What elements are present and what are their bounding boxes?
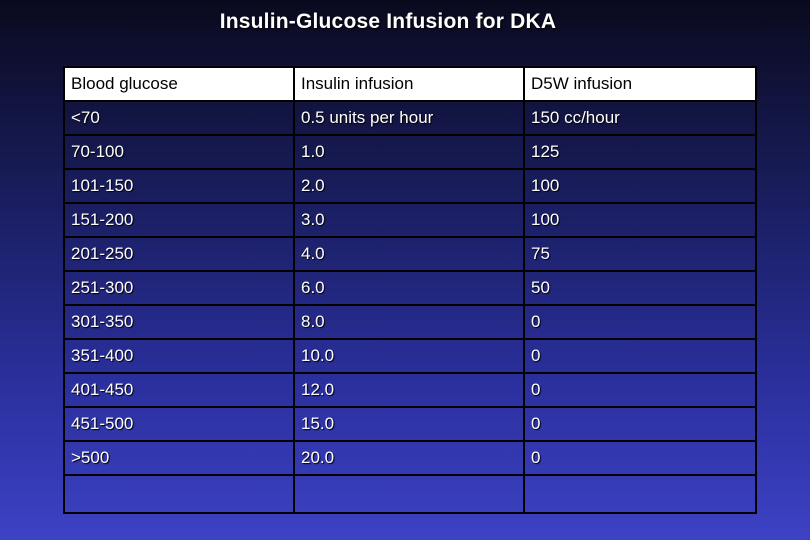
header-d5w-infusion: D5W infusion — [523, 66, 757, 102]
header-insulin-infusion: Insulin infusion — [293, 66, 525, 102]
cell-d5w-infusion: 75 — [523, 236, 757, 272]
cell-d5w-infusion: 0 — [523, 372, 757, 408]
table-row-empty — [63, 474, 757, 514]
cell-d5w-infusion: 50 — [523, 270, 757, 306]
table-row: 251-300 6.0 50 — [63, 270, 757, 306]
cell-d5w-infusion: 0 — [523, 304, 757, 340]
cell-blood-glucose — [63, 474, 295, 514]
cell-blood-glucose: 301-350 — [63, 304, 295, 340]
dka-infusion-table: Blood glucose Insulin infusion D5W infus… — [63, 66, 757, 514]
cell-d5w-infusion: 0 — [523, 338, 757, 374]
cell-blood-glucose: 70-100 — [63, 134, 295, 170]
cell-d5w-infusion: 100 — [523, 168, 757, 204]
cell-insulin-infusion: 0.5 units per hour — [293, 100, 525, 136]
table-row: 351-400 10.0 0 — [63, 338, 757, 374]
cell-insulin-infusion: 4.0 — [293, 236, 525, 272]
cell-d5w-infusion: 125 — [523, 134, 757, 170]
cell-d5w-infusion: 0 — [523, 440, 757, 476]
table-row: 70-100 1.0 125 — [63, 134, 757, 170]
cell-insulin-infusion: 20.0 — [293, 440, 525, 476]
cell-d5w-infusion — [523, 474, 757, 514]
cell-blood-glucose: 101-150 — [63, 168, 295, 204]
cell-d5w-infusion: 0 — [523, 406, 757, 442]
cell-blood-glucose: 201-250 — [63, 236, 295, 272]
cell-blood-glucose: 351-400 — [63, 338, 295, 374]
cell-insulin-infusion: 3.0 — [293, 202, 525, 238]
cell-insulin-infusion — [293, 474, 525, 514]
cell-blood-glucose: >500 — [63, 440, 295, 476]
cell-blood-glucose: 401-450 — [63, 372, 295, 408]
table-row: >500 20.0 0 — [63, 440, 757, 476]
cell-blood-glucose: 251-300 — [63, 270, 295, 306]
table-row: 451-500 15.0 0 — [63, 406, 757, 442]
cell-insulin-infusion: 10.0 — [293, 338, 525, 374]
table-row: 301-350 8.0 0 — [63, 304, 757, 340]
cell-insulin-infusion: 8.0 — [293, 304, 525, 340]
table-row: 101-150 2.0 100 — [63, 168, 757, 204]
table-header-row: Blood glucose Insulin infusion D5W infus… — [63, 66, 757, 102]
table-row: <70 0.5 units per hour 150 cc/hour — [63, 100, 757, 136]
cell-insulin-infusion: 1.0 — [293, 134, 525, 170]
cell-insulin-infusion: 6.0 — [293, 270, 525, 306]
cell-blood-glucose: <70 — [63, 100, 295, 136]
table-row: 401-450 12.0 0 — [63, 372, 757, 408]
cell-d5w-infusion: 100 — [523, 202, 757, 238]
table-row: 151-200 3.0 100 — [63, 202, 757, 238]
cell-d5w-infusion: 150 cc/hour — [523, 100, 757, 136]
cell-blood-glucose: 151-200 — [63, 202, 295, 238]
table-row: 201-250 4.0 75 — [63, 236, 757, 272]
header-blood-glucose: Blood glucose — [63, 66, 295, 102]
cell-insulin-infusion: 12.0 — [293, 372, 525, 408]
cell-blood-glucose: 451-500 — [63, 406, 295, 442]
cell-insulin-infusion: 15.0 — [293, 406, 525, 442]
slide-title: Insulin-Glucose Infusion for DKA — [219, 10, 557, 33]
cell-insulin-infusion: 2.0 — [293, 168, 525, 204]
